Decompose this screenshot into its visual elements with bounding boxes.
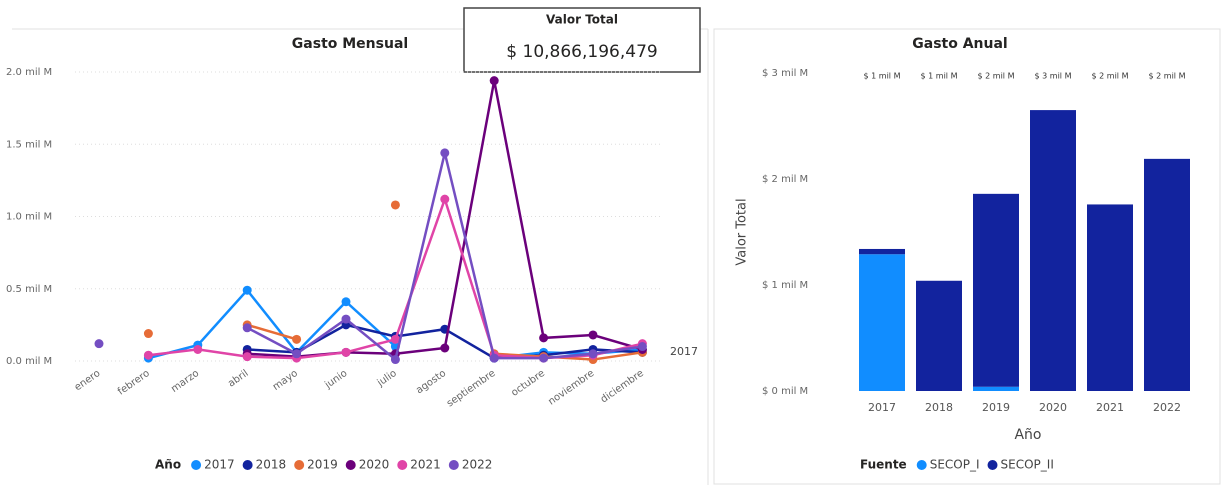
point (489, 353, 499, 363)
x-tick-label: 2020 (1039, 401, 1067, 414)
legend-label: 2017 (204, 458, 235, 472)
x-tick-label: junio (322, 368, 349, 392)
y-tick-label: 1.0 mil M (6, 212, 52, 223)
point (143, 329, 153, 339)
point (341, 297, 351, 307)
x-tick-label: febrero (116, 368, 152, 398)
point (539, 353, 549, 363)
point (94, 339, 104, 349)
bar (973, 193, 1019, 387)
point (341, 314, 351, 324)
point (637, 342, 647, 352)
y-tick-label: $ 3 mil M (762, 68, 808, 79)
point (341, 347, 351, 357)
x-tick-label: 2021 (1096, 401, 1124, 414)
x-axis-label: Año (1014, 427, 1041, 443)
x-tick-label: diciembre (599, 368, 646, 406)
point (242, 352, 252, 362)
point (539, 333, 549, 343)
annotation: 2017 (670, 345, 698, 358)
legend-label: 2020 (359, 458, 390, 472)
legend-label: 2019 (307, 458, 338, 472)
total-label: $ 3 mil M (1035, 72, 1072, 81)
point (242, 323, 252, 333)
chart-title: Gasto Mensual (292, 36, 408, 52)
legend-label: 2021 (410, 458, 441, 472)
bar (1144, 158, 1190, 391)
total-label: $ 2 mil M (1149, 72, 1186, 81)
legend-label: SECOP_II (1001, 458, 1054, 472)
y-axis-label: Valor Total (735, 198, 750, 265)
legend-label: SECOP_I (930, 458, 980, 472)
legend-swatch (294, 460, 305, 470)
bar (859, 254, 905, 391)
bar (1087, 204, 1133, 391)
total-label: $ 1 mil M (864, 72, 901, 81)
total-label: $ 1 mil M (921, 72, 958, 81)
x-tick-label: agosto (414, 368, 448, 396)
x-tick-label: septiembre (445, 368, 498, 410)
point (292, 349, 302, 359)
x-tick-label: noviembre (546, 368, 596, 408)
legend-swatch (448, 460, 459, 470)
legend-swatch (242, 460, 253, 470)
chart-title: Gasto Anual (912, 36, 1007, 52)
y-tick-label: $ 0 mil M (762, 386, 808, 397)
x-tick-label: 2018 (925, 401, 953, 414)
card (463, 7, 701, 73)
y-tick-label: 2.0 mil M (6, 67, 52, 78)
series-line (247, 80, 643, 358)
bar (859, 248, 905, 255)
legend-swatch (345, 460, 356, 470)
legend-label: 2022 (462, 458, 493, 472)
panel-border (713, 28, 1221, 485)
card-title: Valor Total (546, 13, 618, 27)
total-label: $ 2 mil M (1092, 72, 1129, 81)
x-tick-label: 2019 (982, 401, 1010, 414)
card-value: $ 10,866,196,479 (506, 42, 657, 62)
x-tick-label: 2017 (868, 401, 896, 414)
point (440, 148, 450, 158)
point (390, 200, 400, 210)
legend-swatch (916, 460, 927, 470)
point (242, 285, 252, 295)
x-tick-label: abril (226, 368, 250, 390)
x-tick-label: mayo (271, 368, 300, 393)
point (143, 350, 153, 360)
x-tick-label: octubre (509, 368, 547, 399)
x-tick-label: marzo (169, 368, 201, 395)
bar (916, 280, 962, 391)
bar (973, 386, 1019, 391)
legend-swatch (191, 460, 202, 470)
point (390, 334, 400, 344)
y-tick-label: $ 2 mil M (762, 174, 808, 185)
legend-title: Año (155, 458, 181, 472)
y-tick-label: 0.0 mil M (6, 356, 52, 367)
y-tick-label: 0.5 mil M (6, 284, 52, 295)
legend-label: 2018 (256, 458, 287, 472)
point (292, 334, 302, 344)
total-label: $ 2 mil M (978, 72, 1015, 81)
legend-title: Fuente (860, 458, 907, 472)
point (390, 355, 400, 365)
point (588, 330, 598, 340)
x-tick-label: enero (73, 368, 103, 393)
x-tick-label: 2022 (1153, 401, 1181, 414)
point (489, 76, 499, 86)
point (588, 349, 598, 359)
y-tick-label: 1.5 mil M (6, 139, 52, 150)
legend-swatch (397, 460, 408, 470)
point (440, 194, 450, 204)
series-line (246, 323, 643, 361)
bar (1030, 110, 1076, 391)
point (440, 343, 450, 353)
legend-swatch (987, 460, 998, 470)
y-tick-label: $ 1 mil M (762, 280, 808, 291)
point (193, 344, 203, 354)
x-tick-label: julio (375, 368, 399, 390)
